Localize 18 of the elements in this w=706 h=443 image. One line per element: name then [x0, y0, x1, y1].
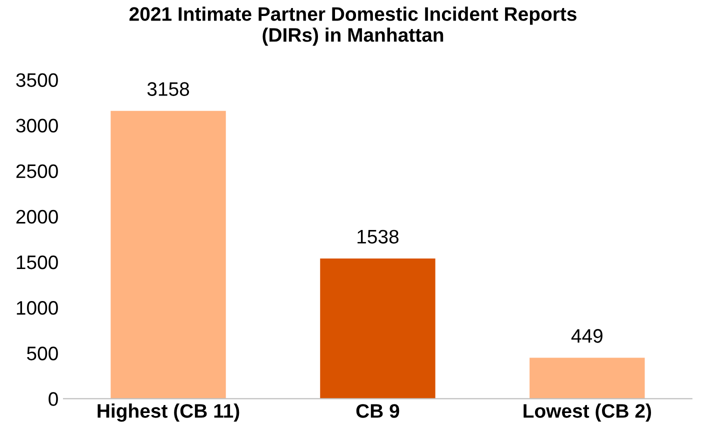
- data-label: 3158: [147, 82, 190, 96]
- bar: [530, 358, 645, 399]
- y-tick-label: 2000: [16, 210, 58, 224]
- y-tick-label: 1000: [16, 301, 58, 315]
- x-tick-label: Lowest (CB 2): [524, 404, 652, 422]
- y-tick-label: 500: [27, 346, 58, 360]
- data-label: 449: [571, 329, 602, 343]
- y-tick-label: 3000: [16, 118, 58, 133]
- x-tick-label: CB 9: [356, 404, 400, 418]
- y-tick-label: 3500: [16, 73, 58, 87]
- y-tick-label: 2500: [16, 164, 58, 178]
- bar: [110, 110, 226, 399]
- data-label: 1538: [358, 230, 398, 244]
- chart-title: 2021 Intimate Partner Domestic Incident Reports (DIRs) in Manhattan: [129, 6, 576, 46]
- y-tick-label: 1500: [16, 255, 58, 270]
- x-tick-label: Highest (CB 11): [98, 404, 240, 422]
- y-tick-label: 0: [48, 392, 58, 406]
- bar: [320, 258, 436, 399]
